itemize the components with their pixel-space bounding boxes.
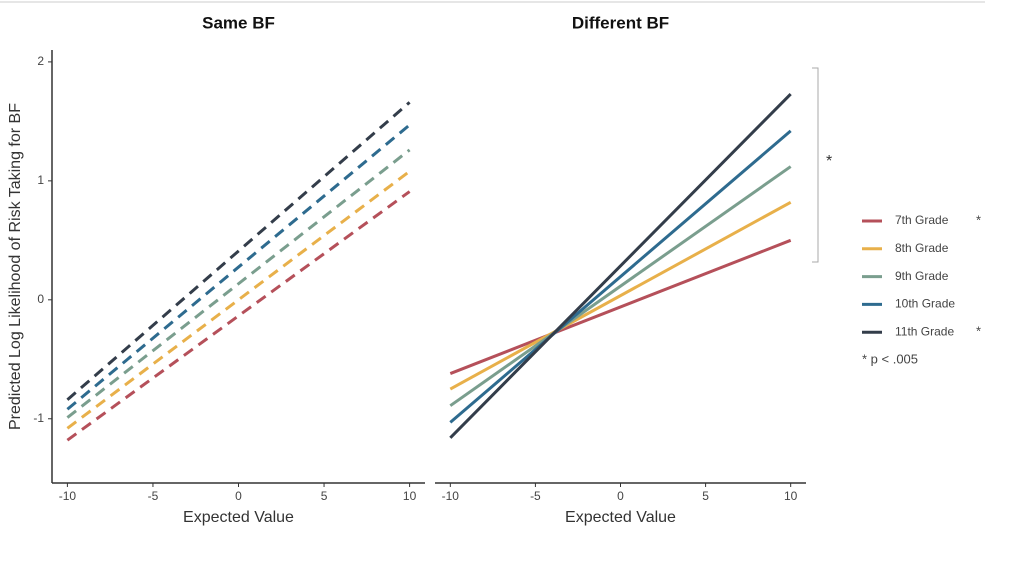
x-tick-label: 10 bbox=[784, 489, 798, 503]
y-tick-label: 0 bbox=[37, 292, 44, 306]
significance-bracket bbox=[812, 67, 819, 263]
y-tick-label: 1 bbox=[37, 173, 44, 187]
x-tick-label: -10 bbox=[442, 489, 460, 503]
x-tick-label: 10 bbox=[403, 489, 417, 503]
x-tick-label: -5 bbox=[530, 489, 541, 503]
x-tick-label: 5 bbox=[702, 489, 709, 503]
x-tick-label: -10 bbox=[59, 489, 77, 503]
series-line bbox=[449, 92, 792, 439]
x-axis-label: Expected Value bbox=[183, 509, 294, 526]
y-axis-label: Predicted Log Likelihood of Risk Taking … bbox=[7, 103, 24, 430]
series-line bbox=[66, 123, 411, 411]
legend-label: 9th Grade bbox=[895, 269, 949, 283]
x-tick-label: -5 bbox=[148, 489, 159, 503]
panel-title: Different BF bbox=[572, 13, 669, 32]
legend-label: 8th Grade bbox=[895, 241, 949, 255]
y-tick-label: 2 bbox=[37, 54, 44, 68]
series-line bbox=[66, 190, 411, 442]
series-line bbox=[449, 200, 792, 391]
y-tick-label: -1 bbox=[33, 411, 44, 425]
legend-label: 11th Grade bbox=[895, 324, 954, 338]
legend-label: 10th Grade bbox=[895, 297, 955, 311]
series-line bbox=[449, 129, 792, 424]
x-tick-label: 5 bbox=[321, 489, 328, 503]
series-line bbox=[66, 148, 411, 419]
x-tick-label: 0 bbox=[617, 489, 624, 503]
panel-title: Same BF bbox=[202, 13, 275, 32]
x-axis-label: Expected Value bbox=[565, 509, 676, 526]
legend-note: * bbox=[976, 324, 981, 339]
footnote: * p < .005 bbox=[862, 351, 918, 366]
legend-label: 7th Grade bbox=[895, 213, 949, 227]
series-line bbox=[449, 165, 792, 407]
bracket-label: * bbox=[826, 153, 832, 170]
series-line bbox=[449, 238, 792, 375]
x-tick-label: 0 bbox=[235, 489, 242, 503]
legend-note: * bbox=[976, 212, 981, 227]
series-line bbox=[66, 101, 411, 401]
series-line bbox=[66, 170, 411, 430]
